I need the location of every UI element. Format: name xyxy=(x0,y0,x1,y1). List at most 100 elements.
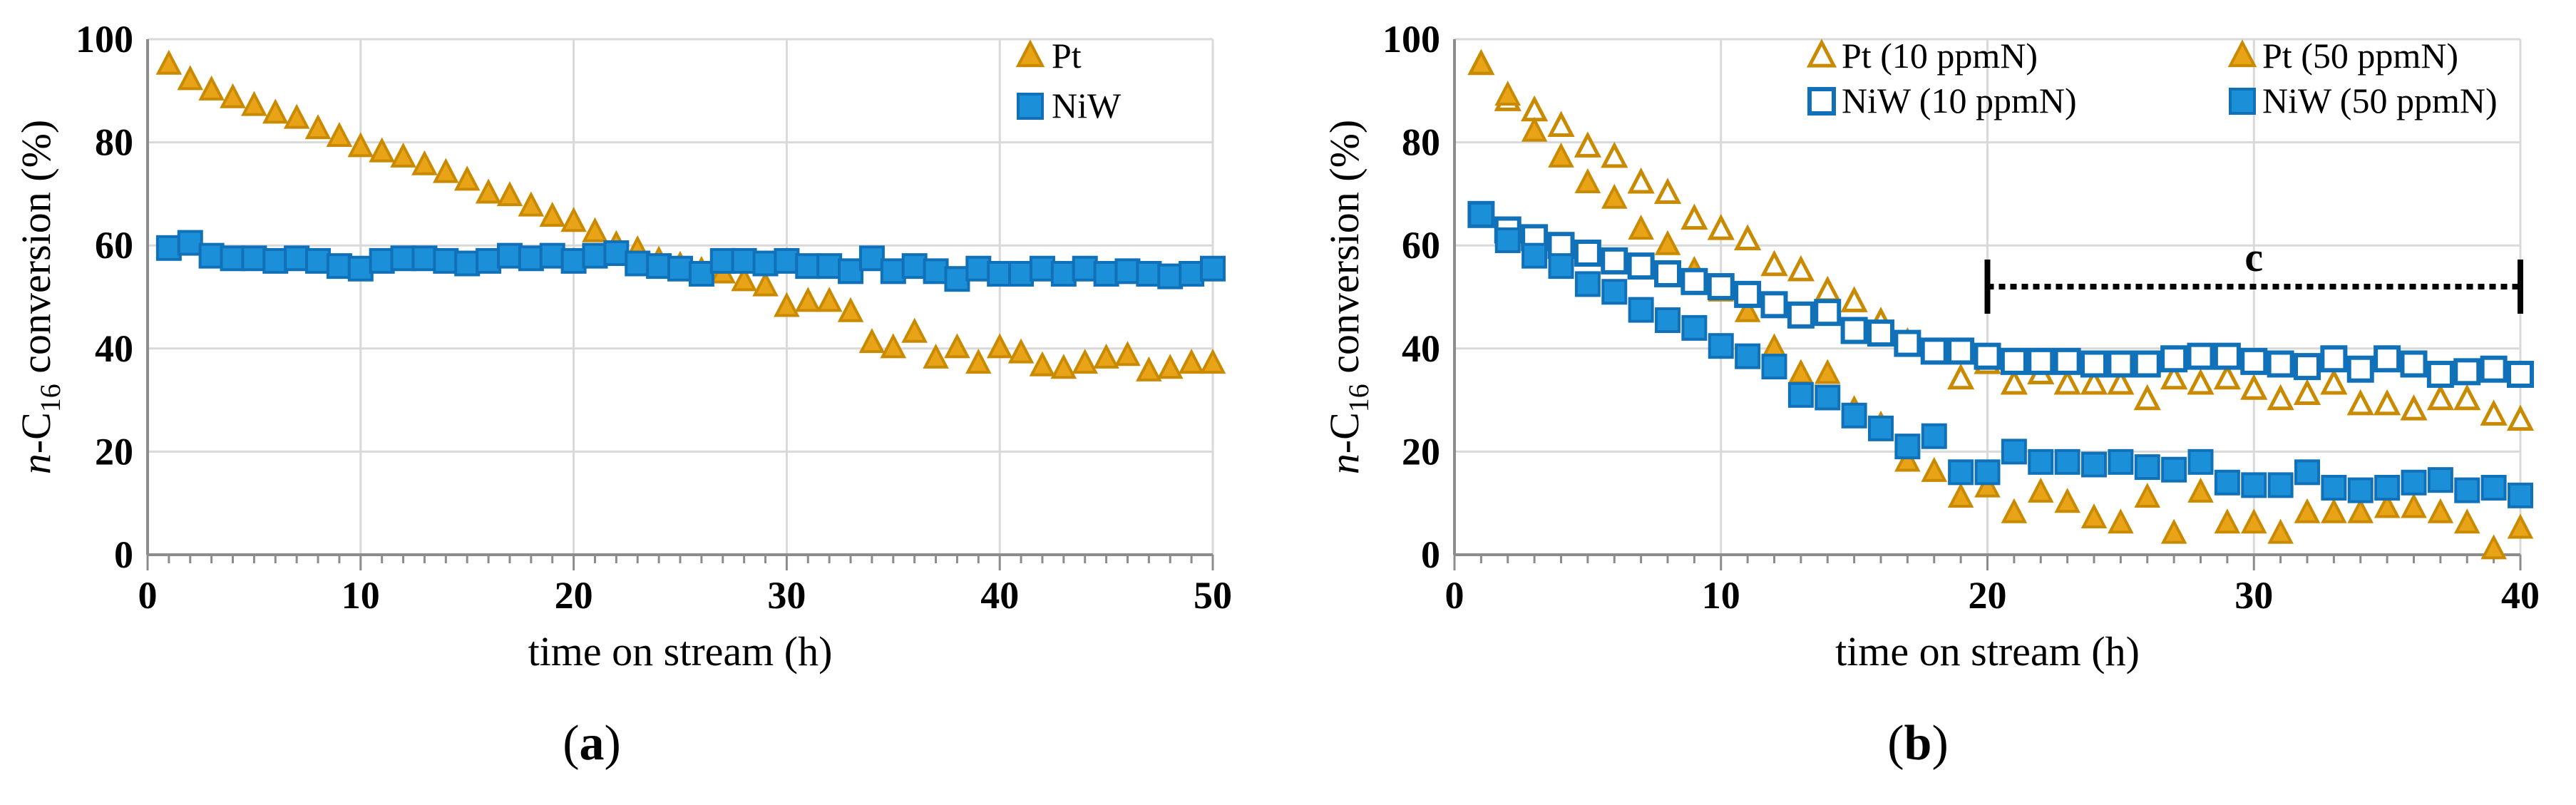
data-point xyxy=(1114,341,1141,366)
data-point xyxy=(1974,459,2001,486)
data-point xyxy=(2321,475,2347,501)
x-tick-label: 40 xyxy=(980,574,1019,617)
data-point xyxy=(1815,384,1841,411)
data-point xyxy=(774,292,800,317)
data-point xyxy=(2267,350,2294,378)
data-point xyxy=(1136,356,1162,381)
legend-marker xyxy=(1015,39,1045,68)
data-point xyxy=(155,235,182,261)
data-point xyxy=(646,253,672,280)
data-point xyxy=(2427,467,2453,493)
data-point xyxy=(1680,203,1708,230)
panel-label: (b) xyxy=(1887,716,1949,771)
data-point xyxy=(752,271,779,297)
data-point xyxy=(2027,477,2054,503)
legend-label: NiW (10 ppmN) xyxy=(1842,81,2077,121)
data-point xyxy=(2453,508,2480,534)
panel-label-close: ) xyxy=(1931,716,1948,771)
data-point xyxy=(1627,167,1655,194)
data-point xyxy=(1761,354,1787,380)
data-point xyxy=(198,242,225,269)
data-point xyxy=(1199,349,1226,374)
data-point xyxy=(1574,240,1601,267)
data-point xyxy=(1628,215,1654,240)
data-point xyxy=(2053,347,2081,375)
data-point xyxy=(2321,498,2347,523)
data-point xyxy=(2187,368,2215,395)
data-point xyxy=(2028,448,2054,475)
data-point xyxy=(1840,286,1868,312)
data-point xyxy=(1468,49,1494,75)
data-point xyxy=(2267,384,2294,411)
data-point xyxy=(838,258,864,284)
x-tick-label: 30 xyxy=(767,574,806,617)
data-point xyxy=(1707,214,1735,240)
x-axis-label: time on stream (h) xyxy=(1835,628,2140,675)
data-point xyxy=(795,253,821,280)
data-point xyxy=(901,317,928,343)
data-point xyxy=(858,245,885,272)
data-point xyxy=(476,247,502,274)
data-point xyxy=(2133,384,2161,411)
data-point xyxy=(1548,253,1574,280)
data-point xyxy=(2214,508,2241,534)
panel-label-open: ( xyxy=(563,716,579,771)
data-point xyxy=(1601,279,1628,305)
data-point xyxy=(1733,224,1762,251)
annotation-label: c xyxy=(2244,234,2263,280)
data-point xyxy=(369,137,395,163)
data-point xyxy=(1008,260,1035,287)
data-point xyxy=(2426,384,2455,411)
data-point xyxy=(1787,255,1815,282)
data-point xyxy=(603,240,630,267)
data-point xyxy=(1680,267,1708,295)
data-point xyxy=(390,142,416,168)
data-point xyxy=(1601,247,1628,275)
y-tick-label: 20 xyxy=(95,430,133,473)
data-point xyxy=(2080,350,2108,378)
legend-label: NiW xyxy=(1052,86,1122,125)
data-point xyxy=(433,158,459,183)
legend-marker xyxy=(1806,39,1837,68)
data-point xyxy=(1072,255,1098,282)
data-point xyxy=(2214,469,2240,496)
data-point xyxy=(2161,456,2187,483)
data-point xyxy=(1654,230,1681,255)
data-point xyxy=(1947,337,1975,365)
data-point xyxy=(1574,168,1601,194)
data-point xyxy=(2294,459,2320,486)
data-point xyxy=(2107,350,2135,378)
data-point xyxy=(2054,448,2080,475)
y-tick-label: 0 xyxy=(114,533,133,576)
data-point xyxy=(2241,472,2267,498)
data-point xyxy=(1468,201,1494,227)
data-point xyxy=(2453,384,2481,411)
data-point xyxy=(284,245,310,272)
data-point xyxy=(1867,319,1894,347)
data-point xyxy=(1093,260,1119,287)
data-point xyxy=(2027,347,2055,375)
data-point xyxy=(1654,260,1681,287)
data-point xyxy=(2374,475,2401,501)
data-point xyxy=(709,247,736,274)
data-point xyxy=(923,258,949,284)
data-point xyxy=(411,150,438,175)
data-point xyxy=(2053,368,2081,395)
data-point xyxy=(1601,141,1628,168)
x-tick-label: 40 xyxy=(2501,574,2540,617)
data-point xyxy=(1814,275,1842,302)
data-point xyxy=(2507,513,2534,539)
data-point xyxy=(2081,451,2107,478)
x-tick-label: 30 xyxy=(2234,574,2273,617)
data-point xyxy=(2346,389,2374,416)
data-point xyxy=(1520,95,1549,122)
data-point xyxy=(1574,271,1601,297)
data-point xyxy=(1735,343,1761,369)
data-point xyxy=(987,260,1013,287)
data-point xyxy=(1072,349,1099,374)
data-point xyxy=(816,287,843,312)
data-point xyxy=(858,328,886,354)
data-point xyxy=(496,242,523,269)
data-point xyxy=(1974,472,2001,498)
y-tick-label: 80 xyxy=(95,121,133,164)
